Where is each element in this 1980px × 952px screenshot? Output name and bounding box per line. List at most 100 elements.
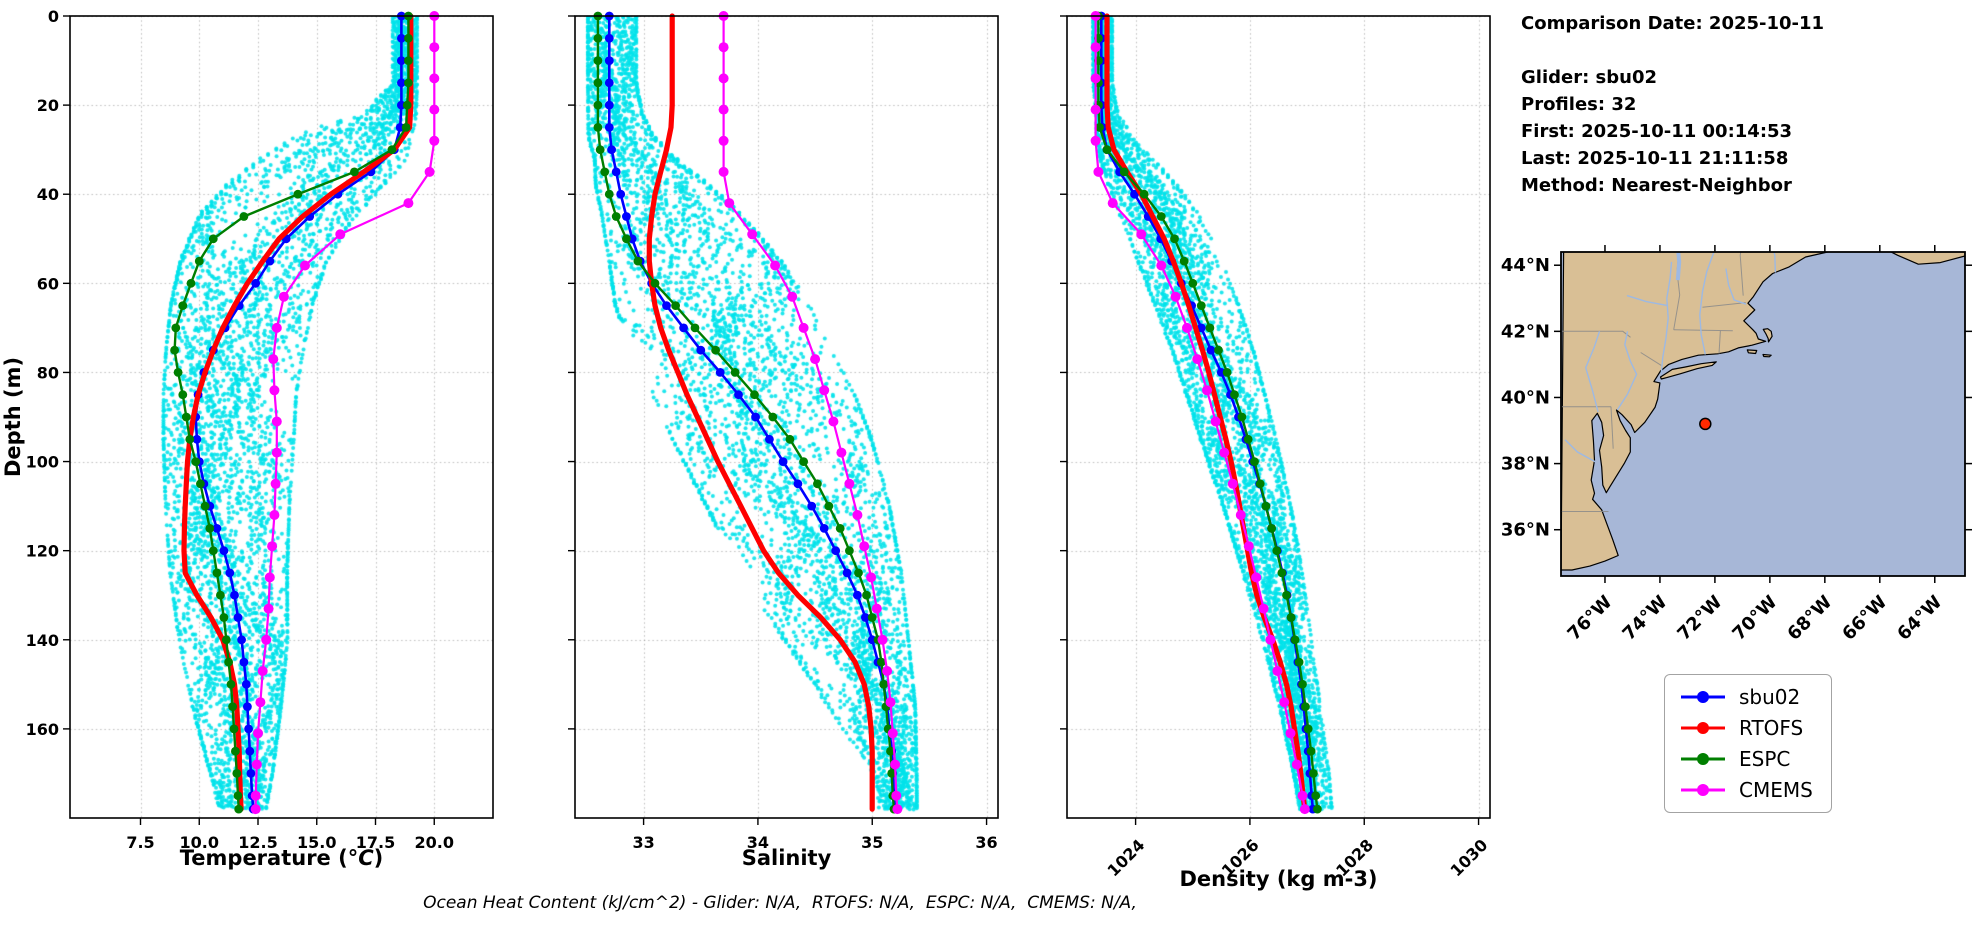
map-landmass xyxy=(1762,328,1773,343)
salinity-marker-sbu02 xyxy=(807,501,817,511)
density-marker-ESPC xyxy=(1311,791,1321,801)
density-marker-CMEMS xyxy=(1192,354,1203,365)
legend-dot xyxy=(1697,784,1709,796)
density-marker-ESPC xyxy=(1298,679,1307,689)
salinity-marker-sbu02 xyxy=(611,167,621,177)
salinity-marker-ESPC xyxy=(824,501,834,511)
temperature-marker-ESPC xyxy=(224,657,234,667)
temperature-marker-CMEMS xyxy=(271,322,282,333)
temperature-marker-ESPC xyxy=(219,613,229,622)
density-marker-ESPC xyxy=(1286,613,1296,622)
density-marker-ESPC xyxy=(1222,368,1232,377)
salinity-marker-ESPC xyxy=(593,100,603,110)
salinity-marker-CMEMS xyxy=(828,416,839,427)
salinity-marker-CMEMS xyxy=(718,42,729,53)
density-marker-ESPC xyxy=(1237,412,1247,422)
map-lon-label: 72°W xyxy=(1673,592,1726,645)
salinity-marker-ESPC xyxy=(595,145,605,155)
x-tick-label: 1024 xyxy=(1103,835,1148,880)
salinity-marker-ESPC xyxy=(633,256,643,266)
temperature-marker-CMEMS xyxy=(267,541,278,552)
map-lon-label: 76°W xyxy=(1564,592,1617,645)
salinity-marker-ESPC xyxy=(604,189,614,199)
glider-position-marker xyxy=(1699,417,1712,431)
temperature-marker-ESPC xyxy=(178,390,188,400)
density-marker-CMEMS xyxy=(1090,73,1101,84)
temperature-marker-CMEMS xyxy=(261,634,272,645)
legend-item-espc: ESPC xyxy=(1679,747,1813,771)
density-marker-CMEMS xyxy=(1210,416,1221,427)
x-tick-label: 1030 xyxy=(1446,835,1491,880)
temperature-marker-sbu02 xyxy=(397,56,406,65)
temperature-marker-ESPC xyxy=(178,301,188,310)
density-scatter-canvas xyxy=(1067,16,1490,818)
density-marker-CMEMS xyxy=(1090,104,1101,115)
legend-dot xyxy=(1697,722,1709,734)
salinity-marker-CMEMS xyxy=(890,759,901,770)
temperature-marker-ESPC xyxy=(221,635,231,645)
density-marker-ESPC xyxy=(1294,657,1304,667)
salinity-marker-ESPC xyxy=(886,746,895,756)
salinity-marker-ESPC xyxy=(867,613,877,622)
temperature-marker-ESPC xyxy=(234,804,244,814)
temperature-marker-ESPC xyxy=(196,479,205,489)
map-landmass xyxy=(1889,252,1965,265)
density-marker-CMEMS xyxy=(1265,634,1276,645)
salinity-marker-CMEMS xyxy=(770,260,781,271)
salinity-marker-ESPC xyxy=(799,457,808,466)
temperature-marker-sbu02 xyxy=(192,434,202,444)
map-state-border xyxy=(1739,252,1744,296)
density-marker-ESPC xyxy=(1170,234,1179,244)
salinity-marker-ESPC xyxy=(877,657,886,667)
temperature-marker-sbu02 xyxy=(212,524,222,533)
temperature-marker-ESPC xyxy=(173,368,183,377)
salinity-marker-sbu02 xyxy=(604,33,614,43)
density-marker-ESPC xyxy=(1196,301,1206,310)
temperature-marker-sbu02 xyxy=(233,613,243,622)
x-tick-label: 36 xyxy=(975,833,997,852)
density-marker-ESPC xyxy=(1230,390,1239,400)
temperature-marker-CMEMS xyxy=(429,42,440,53)
map-frame xyxy=(1560,251,1966,577)
temperature-marker-sbu02 xyxy=(243,702,252,711)
y-tick-label: 0 xyxy=(48,7,59,26)
temperature-marker-CMEMS xyxy=(429,73,440,84)
density-marker-ESPC xyxy=(1313,804,1322,814)
temperature-marker-CMEMS xyxy=(253,728,263,739)
temperature-marker-sbu02 xyxy=(245,746,255,756)
salinity-marker-CMEMS xyxy=(718,166,729,177)
temperature-marker-CMEMS xyxy=(424,166,435,177)
density-marker-CMEMS xyxy=(1136,229,1147,240)
salinity-marker-sbu02 xyxy=(715,368,725,377)
density-marker-ESPC xyxy=(1255,479,1265,489)
temperature-marker-ESPC xyxy=(208,234,218,244)
temperature-marker-sbu02 xyxy=(397,33,406,43)
temperature-marker-ESPC xyxy=(171,323,181,333)
temperature-marker-ESPC xyxy=(226,679,236,689)
salinity-marker-sbu02 xyxy=(604,123,614,132)
density-marker-ESPC xyxy=(1243,434,1253,444)
last-time-text: Last: 2025-10-11 21:11:58 xyxy=(1521,148,1789,169)
salinity-marker-ESPC xyxy=(600,167,610,177)
salinity-marker-ESPC xyxy=(593,78,603,88)
map-lat-label: 44°N xyxy=(1501,255,1550,276)
density-marker-ESPC xyxy=(1119,167,1129,177)
temperature-scatter-canvas xyxy=(70,16,493,818)
map-state-border xyxy=(1702,302,1746,308)
x-tick-label: 12.5 xyxy=(238,833,277,852)
map-river xyxy=(1699,252,1715,355)
map-lat-label: 36°N xyxy=(1501,520,1550,541)
map-river xyxy=(1584,331,1601,413)
temperature-marker-ESPC xyxy=(350,167,359,177)
y-tick-label: 160 xyxy=(26,720,59,739)
map-lat-label: 42°N xyxy=(1501,321,1550,342)
temperature-marker-ESPC xyxy=(170,345,180,355)
temperature-line-ESPC xyxy=(173,14,410,811)
legend-marker-sbu02 xyxy=(1681,691,1725,703)
density-marker-CMEMS xyxy=(1279,697,1290,708)
info-gap xyxy=(1521,37,1824,64)
map-lon-label: 66°W xyxy=(1838,592,1891,645)
map-lat-label: 40°N xyxy=(1501,387,1550,408)
temperature-marker-sbu02 xyxy=(237,635,247,645)
salinity-marker-CMEMS xyxy=(844,478,855,489)
